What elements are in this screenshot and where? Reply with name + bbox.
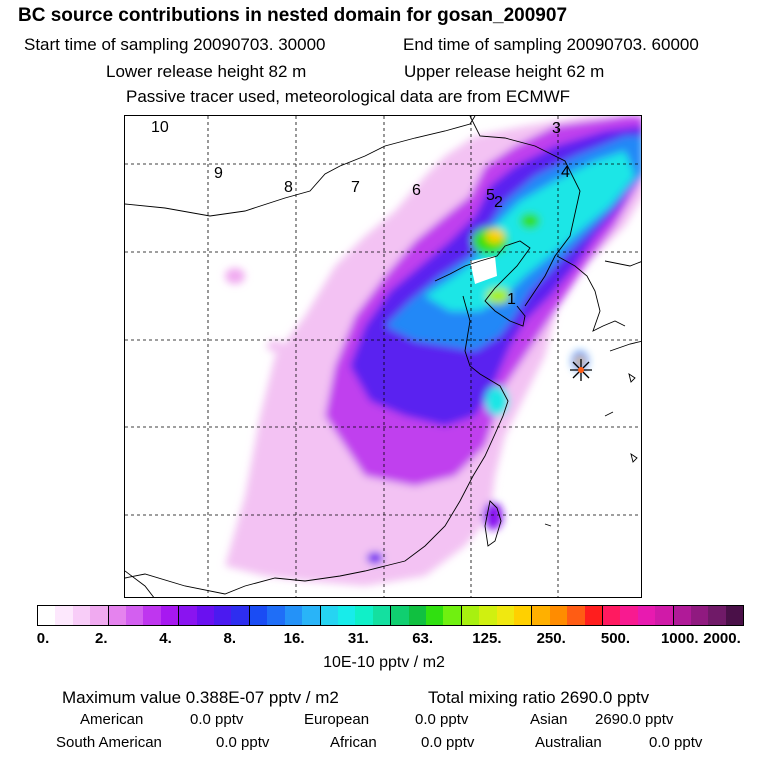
color-scale-tick-label: 31. [347,630,369,647]
color-scale-segment [267,606,285,625]
color-scale-segment [672,606,692,625]
lower-release-label: Lower release height 82 m [106,62,307,81]
color-scale-tick-label: 0. [36,630,50,647]
color-scale-segment [549,606,568,625]
color-scale-segment [355,606,373,625]
region-label-3: 3 [552,120,561,137]
color-scale-tick-label: 4. [159,630,172,647]
color-scale-segment [479,606,497,625]
coastlines [125,116,641,597]
region-label-8: 8 [284,179,293,196]
source-value-african: 0.0 pptv [421,734,475,751]
color-scale-segment [637,606,656,625]
color-scale-segment [90,606,108,625]
color-scale-segment [55,606,73,625]
maximum-value-label: Maximum value 0.388E-07 pptv / m2 [62,688,339,707]
lat-lon-grid [125,116,641,597]
star-icon [570,359,592,381]
source-name-south-american: South American [56,734,162,751]
source-name-asian: Asian [530,711,568,728]
region-label-5: 5 [486,187,495,204]
color-scale-segment [620,606,638,625]
color-scale-segment [196,606,215,625]
color-scale-tick-label: 1000. [660,630,699,647]
color-scale-segment [372,606,391,625]
source-value-asian: 2690.0 pptv [595,711,674,728]
color-scale-segment [655,606,673,625]
color-scale-unit: 10E-10 pptv / m2 [323,654,445,671]
color-scale-segment [602,606,621,625]
region-label-9: 9 [214,165,223,182]
region-label-6: 6 [412,182,421,199]
color-scale-segment [337,606,356,625]
color-scale-bar [37,605,744,626]
color-scale-tick-label: 16. [283,630,305,647]
source-name-european: European [304,711,370,728]
color-scale-tick-label: 2000. [703,630,741,647]
color-scale-segment [443,606,461,625]
color-scale-segment [725,606,743,625]
region-label-4: 4 [561,164,570,181]
color-scale-segment [584,606,602,625]
total-mixing-ratio-label: Total mixing ratio 2690.0 pptv [428,688,650,707]
color-scale-segment [72,606,91,625]
source-value-south-american: 0.0 pptv [216,734,270,751]
color-scale-segment [38,606,56,625]
region-label-2: 2 [494,194,503,211]
bohai-gap [470,256,497,284]
color-scale-tick-label: 2. [95,630,108,647]
color-scale-segment [496,606,514,625]
end-time-label: End time of sampling 20090703. 60000 [403,35,699,54]
color-scale-segment [531,606,550,625]
color-scale-segment [567,606,585,625]
tracer-note: Passive tracer used, meteorological data… [126,87,571,106]
color-scale-segment [160,606,179,625]
color-scale-tick-label: 8. [223,630,237,647]
source-value-european: 0.0 pptv [415,711,469,728]
color-scale-segment [126,606,144,625]
color-scale-segment [214,606,232,625]
color-scale-segment [107,606,127,625]
page-title: BC source contributions in nested domain… [18,5,568,26]
color-scale-tick-label: 250. [536,630,566,647]
color-scale-segment [513,606,532,625]
color-scale-segment [231,606,249,625]
color-scale-segment [178,606,197,625]
color-scale-segment [460,606,480,625]
color-scale-segment [319,606,338,625]
color-scale-segment [390,606,409,625]
start-time-label: Start time of sampling 20090703. 30000 [24,35,326,54]
source-value-australian: 0.0 pptv [649,734,703,751]
map-panel: 10 9 8 7 6 5 2 3 4 1 [124,115,642,598]
region-label-1: 1 [507,291,516,308]
color-scale-segment [708,606,726,625]
region-label-10: 10 [151,119,169,136]
color-scale-segment [248,606,268,625]
color-scale-segment [143,606,161,625]
source-name-american: American [80,711,144,728]
color-scale-segment [691,606,709,625]
region-label-7: 7 [351,179,360,196]
source-name-african: African [330,734,377,751]
color-scale-tick-label: 125. [472,630,502,647]
color-scale-tick-label: 500. [600,630,631,647]
source-value-american: 0.0 pptv [190,711,244,728]
color-scale-segment [302,606,320,625]
concentration-map [125,116,641,597]
color-scale-segment [408,606,426,625]
source-name-australian: Australian [535,734,602,751]
color-scale-segment [284,606,303,625]
color-scale-tick-label: 63. [412,630,434,647]
upper-release-label: Upper release height 62 m [404,62,605,81]
color-scale-segment [425,606,444,625]
